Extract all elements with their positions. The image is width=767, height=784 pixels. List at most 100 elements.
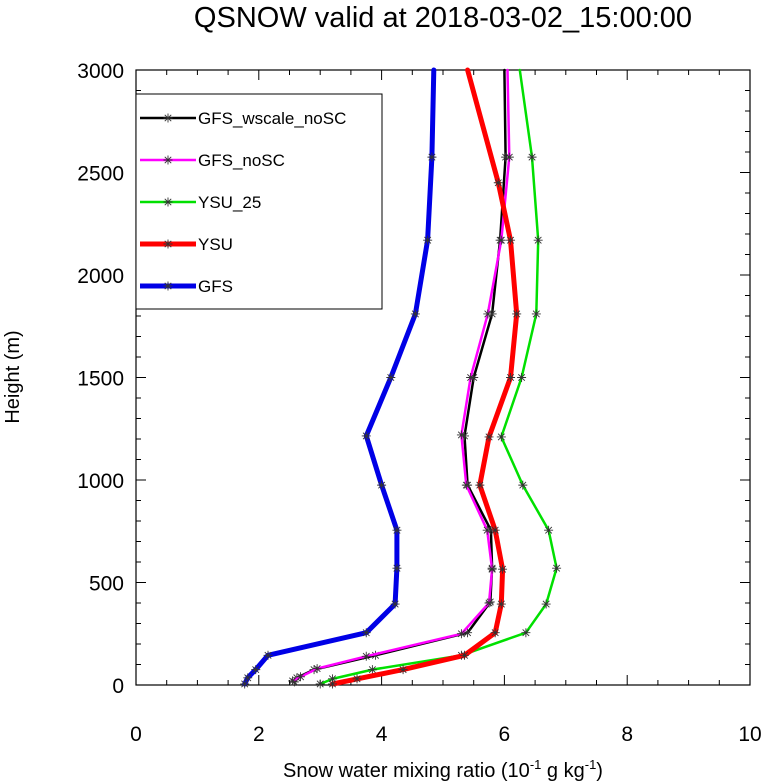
- series-point: [367, 665, 377, 675]
- series-point: [484, 432, 494, 442]
- series-point: [518, 480, 528, 490]
- series-point: [392, 563, 402, 573]
- x-axis-title: Snow water mixing ratio (10-1 g kg-1): [283, 757, 603, 782]
- series-point: [240, 679, 250, 689]
- legend-item: GFS_noSC: [140, 151, 285, 170]
- series-point: [377, 480, 387, 490]
- y-axis-title: Height (m): [2, 330, 24, 423]
- series-point: [423, 235, 433, 245]
- x-tick-label: 4: [376, 723, 388, 746]
- legend-marker: [163, 155, 173, 165]
- series-point: [498, 564, 508, 574]
- series-point: [490, 628, 500, 638]
- series-point: [496, 599, 506, 609]
- series-point: [352, 674, 362, 684]
- legend-marker: [163, 197, 173, 207]
- series-point: [544, 525, 554, 535]
- series-point: [496, 235, 506, 245]
- series-GFS_noSC: [288, 68, 514, 686]
- series-point: [263, 650, 273, 660]
- legend-label: YSU: [198, 235, 233, 254]
- legend-marker: [163, 239, 173, 249]
- series-point: [398, 665, 408, 675]
- series-point: [427, 152, 437, 162]
- y-tick-label: 2000: [77, 265, 124, 288]
- series-YSU: [327, 67, 522, 689]
- legend-item: GFS_wscale_noSC: [140, 109, 346, 128]
- series-point: [386, 373, 396, 382]
- series-point: [521, 628, 531, 638]
- series-point: [288, 676, 298, 686]
- series-point: [506, 373, 516, 382]
- x-tick-label: 8: [621, 723, 633, 746]
- series-point: [456, 430, 466, 440]
- legend-item: YSU_25: [140, 193, 261, 212]
- series-point: [504, 152, 514, 162]
- series-point: [493, 178, 503, 188]
- legend-label: GFS_wscale_noSC: [198, 109, 346, 128]
- series-point: [361, 431, 371, 441]
- series-point: [296, 672, 306, 682]
- x-axis-title-part2: g kg: [541, 760, 584, 782]
- series-point: [410, 309, 420, 319]
- series-point: [475, 480, 485, 490]
- chart-title: QSNOW valid at 2018-03-02_15:00:00: [194, 2, 692, 34]
- series-point: [251, 665, 261, 675]
- legend-label: GFS_noSC: [198, 151, 285, 170]
- y-tick-label: 1000: [77, 470, 124, 493]
- series-point: [517, 373, 527, 382]
- series-point: [327, 679, 337, 689]
- series-point: [533, 235, 543, 245]
- legend-marker: [163, 113, 173, 123]
- series-GFS: [240, 67, 437, 689]
- series-point: [487, 564, 497, 574]
- series-point: [527, 152, 537, 162]
- x-tick-label: 10: [738, 723, 761, 746]
- series-point: [463, 628, 473, 638]
- series-group: [240, 67, 562, 689]
- legend-items: GFS_wscale_noSC GFS_noSC YSU_25 YSU GFS: [140, 109, 346, 296]
- series-point: [512, 309, 522, 319]
- legend: GFS_wscale_noSC GFS_noSC YSU_25 YSU GFS: [135, 93, 383, 310]
- series-point: [483, 309, 493, 319]
- series-point: [484, 598, 494, 608]
- series-point: [289, 677, 299, 687]
- series-point: [243, 673, 253, 683]
- legend-label: GFS: [198, 277, 233, 296]
- x-tick-label: 0: [130, 723, 142, 746]
- series-point: [459, 431, 469, 441]
- series-point: [459, 650, 469, 660]
- series-point: [506, 235, 516, 245]
- series-point: [541, 599, 551, 609]
- series-point: [392, 525, 402, 535]
- series-point: [552, 563, 562, 573]
- series-point: [312, 664, 322, 674]
- y-tick-label: 2500: [77, 163, 124, 186]
- series-point: [456, 629, 466, 639]
- series-point: [361, 628, 371, 638]
- series-point: [315, 679, 325, 689]
- tick-labels: 0 2 4 6 8 10 0 500 1000 1500 2000 2500 3000: [77, 60, 761, 746]
- x-tick-label: 2: [253, 723, 265, 746]
- x-tick-label: 6: [499, 723, 511, 746]
- series-point: [490, 525, 500, 535]
- legend-label: YSU_25: [198, 193, 261, 212]
- series-point: [496, 432, 506, 442]
- series-point: [390, 599, 400, 609]
- x-axis-title-sup1: -1: [530, 757, 542, 772]
- x-axis-title-part1: Snow water mixing ratio (10: [283, 760, 530, 782]
- series-point: [361, 651, 371, 661]
- series-point: [461, 480, 471, 490]
- series-point: [482, 525, 492, 535]
- y-tick-label: 0: [112, 675, 124, 698]
- series-point: [327, 674, 337, 684]
- legend-marker: [163, 281, 173, 291]
- legend-item: GFS: [140, 277, 233, 296]
- x-axis-title-sup2: -1: [585, 757, 597, 772]
- x-axis-title-part3: ): [596, 760, 603, 782]
- series-YSU_25: [315, 68, 562, 689]
- y-tick-label: 3000: [77, 60, 124, 83]
- legend-item: YSU: [140, 235, 233, 254]
- series-point: [531, 309, 541, 319]
